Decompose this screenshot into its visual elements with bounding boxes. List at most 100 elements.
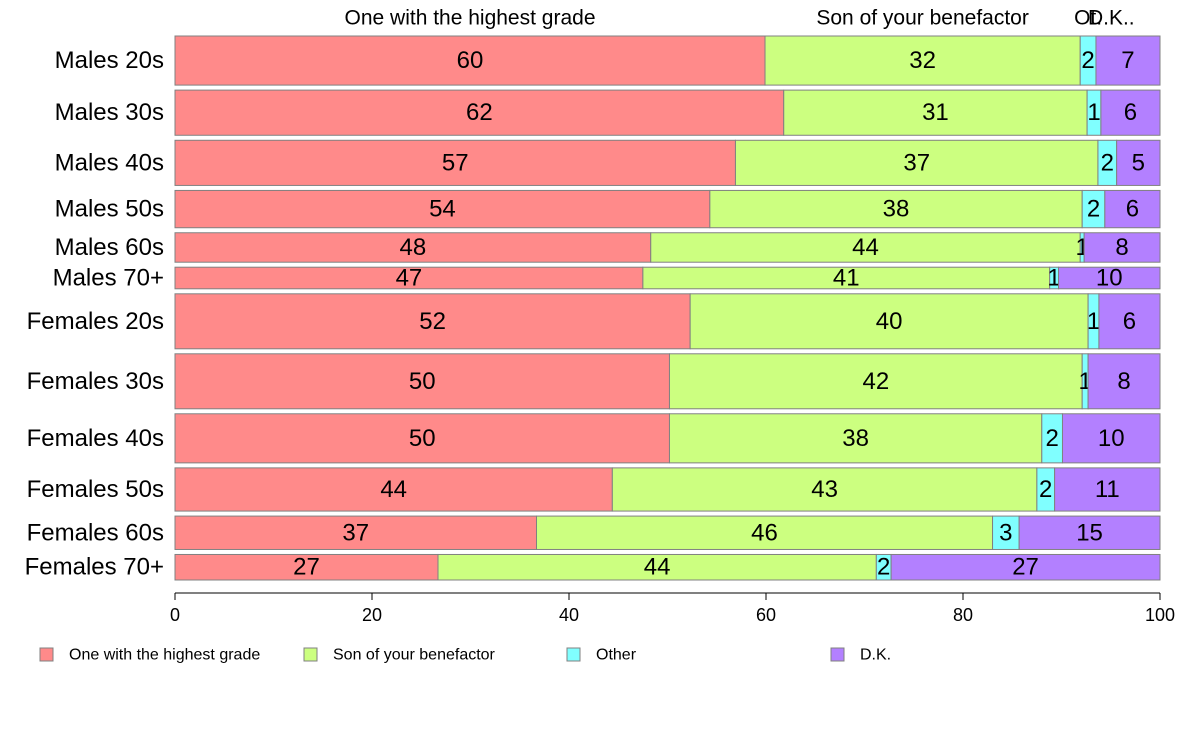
bar-son-of-your-benefactor — [709, 189, 1083, 229]
data-label: 31 — [922, 99, 949, 126]
x-tick-label: 80 — [953, 605, 973, 625]
data-label: 2 — [1101, 149, 1114, 176]
data-label: 37 — [903, 149, 930, 176]
bar-one-with-the-highest-grade — [174, 413, 670, 464]
column-header: D.K.. — [1088, 7, 1135, 30]
data-label: 2 — [1087, 196, 1100, 223]
column-headers: One with the highest grade Son of your be… — [345, 7, 1135, 30]
bar-d-k — [1018, 515, 1161, 550]
category-label: Males 40s — [55, 149, 164, 176]
bar-d-k — [1087, 353, 1161, 410]
legend-item-one-with-the-highest-grade: One with the highest grade — [39, 647, 260, 664]
bar-row-males-30s: 62 31 1 6 — [174, 89, 1161, 136]
bar-one-with-the-highest-grade — [174, 232, 652, 263]
data-label: 27 — [1012, 554, 1039, 581]
bar-d-k — [1104, 189, 1161, 229]
bar-one-with-the-highest-grade — [174, 139, 736, 186]
data-label: 32 — [909, 47, 936, 74]
x-tick-label: 100 — [1145, 605, 1175, 625]
category-label: Males 50s — [55, 196, 164, 223]
data-label: 2 — [877, 554, 890, 581]
data-label: 11 — [1095, 476, 1120, 503]
data-label: 3 — [999, 519, 1012, 546]
bar-son-of-your-benefactor — [764, 35, 1081, 86]
data-label: 62 — [466, 99, 493, 126]
data-label: 6 — [1123, 308, 1136, 335]
data-label: 10 — [1096, 265, 1123, 292]
bar-son-of-your-benefactor — [734, 139, 1099, 186]
x-tick-label: 0 — [170, 605, 180, 625]
bar-d-k — [1100, 89, 1161, 136]
x-tick-label: 40 — [559, 605, 579, 625]
column-header: Ot. — [1074, 7, 1102, 30]
legend-swatch — [566, 647, 581, 662]
bar-row-males-70: 47 41 1 10 — [174, 265, 1161, 292]
data-label: 42 — [862, 368, 889, 395]
bar-d-k — [1054, 467, 1161, 512]
legend-label: D.K. — [860, 647, 891, 664]
data-label: 40 — [876, 308, 903, 335]
bar-one-with-the-highest-grade — [174, 553, 439, 581]
bar-son-of-your-benefactor — [437, 553, 877, 581]
data-label: 41 — [833, 265, 860, 292]
category-label: Females 40s — [27, 425, 164, 452]
bar-row-females-30s: 50 42 1 8 — [174, 353, 1161, 410]
bar-son-of-your-benefactor — [611, 467, 1038, 512]
category-label: Males 70+ — [53, 265, 164, 292]
x-axis: 0 20 40 60 80 100 — [170, 592, 1175, 625]
bar-row-females-50s: 44 43 2 11 — [174, 467, 1161, 512]
bar-row-females-70: 27 44 2 27 — [174, 553, 1161, 581]
data-label: 38 — [842, 425, 869, 452]
data-label: 27 — [293, 554, 320, 581]
bar-row-males-60s: 48 44 1 8 — [174, 232, 1161, 263]
legend-label: Other — [596, 647, 637, 664]
bar-d-k — [1098, 293, 1161, 350]
data-label: 37 — [342, 519, 369, 546]
data-label: 8 — [1115, 234, 1128, 261]
bar-d-k — [1061, 413, 1161, 464]
category-label: Males 30s — [55, 99, 164, 126]
column-header: Son of your benefactor — [816, 7, 1028, 30]
data-label: 44 — [380, 476, 407, 503]
row-labels: Males 20s Males 30s Males 40s Males 50s Male… — [25, 47, 164, 581]
bar-one-with-the-highest-grade — [174, 89, 785, 136]
legend-label: One with the highest grade — [69, 647, 260, 664]
x-tick-label: 60 — [756, 605, 776, 625]
data-label: 2 — [1045, 425, 1058, 452]
legend-swatch — [39, 647, 54, 662]
bar-one-with-the-highest-grade — [174, 189, 711, 229]
bar-d-k — [1083, 232, 1161, 263]
data-label: 8 — [1117, 368, 1130, 395]
category-label: Females 60s — [27, 519, 164, 546]
bar-row-females-40s: 50 38 2 10 — [174, 413, 1161, 464]
data-label: 2 — [1039, 476, 1052, 503]
data-label: 1 — [1047, 265, 1060, 292]
data-label: 52 — [419, 308, 446, 335]
bar-row-females-60s: 37 46 3 15 — [174, 515, 1161, 550]
data-label: 1 — [1087, 308, 1100, 335]
bar-row-males-50s: 54 38 2 6 — [174, 189, 1161, 229]
bar-row-males-40s: 57 37 2 5 — [174, 139, 1161, 186]
data-label: 60 — [457, 47, 484, 74]
legend-item-d-k: D.K. — [830, 647, 891, 664]
category-label: Males 20s — [55, 47, 164, 74]
x-tick-label: 20 — [362, 605, 382, 625]
bar-son-of-your-benefactor — [668, 413, 1043, 464]
legend: One with the highest grade Son of your be… — [39, 647, 891, 664]
legend-item-son-of-your-benefactor: Son of your benefactor — [303, 647, 496, 664]
category-label: Females 30s — [27, 368, 164, 395]
category-label: Females 50s — [27, 476, 164, 503]
category-label: Females 20s — [27, 308, 164, 335]
data-label: 48 — [400, 234, 427, 261]
data-label: 2 — [1081, 47, 1094, 74]
bar-d-k — [890, 553, 1161, 581]
data-label: 15 — [1076, 519, 1103, 546]
bar-d-k — [1095, 35, 1161, 86]
data-label: 43 — [811, 476, 838, 503]
data-label: 7 — [1121, 47, 1134, 74]
data-label: 57 — [442, 149, 469, 176]
data-label: 1 — [1087, 99, 1100, 126]
data-label: 10 — [1098, 425, 1125, 452]
